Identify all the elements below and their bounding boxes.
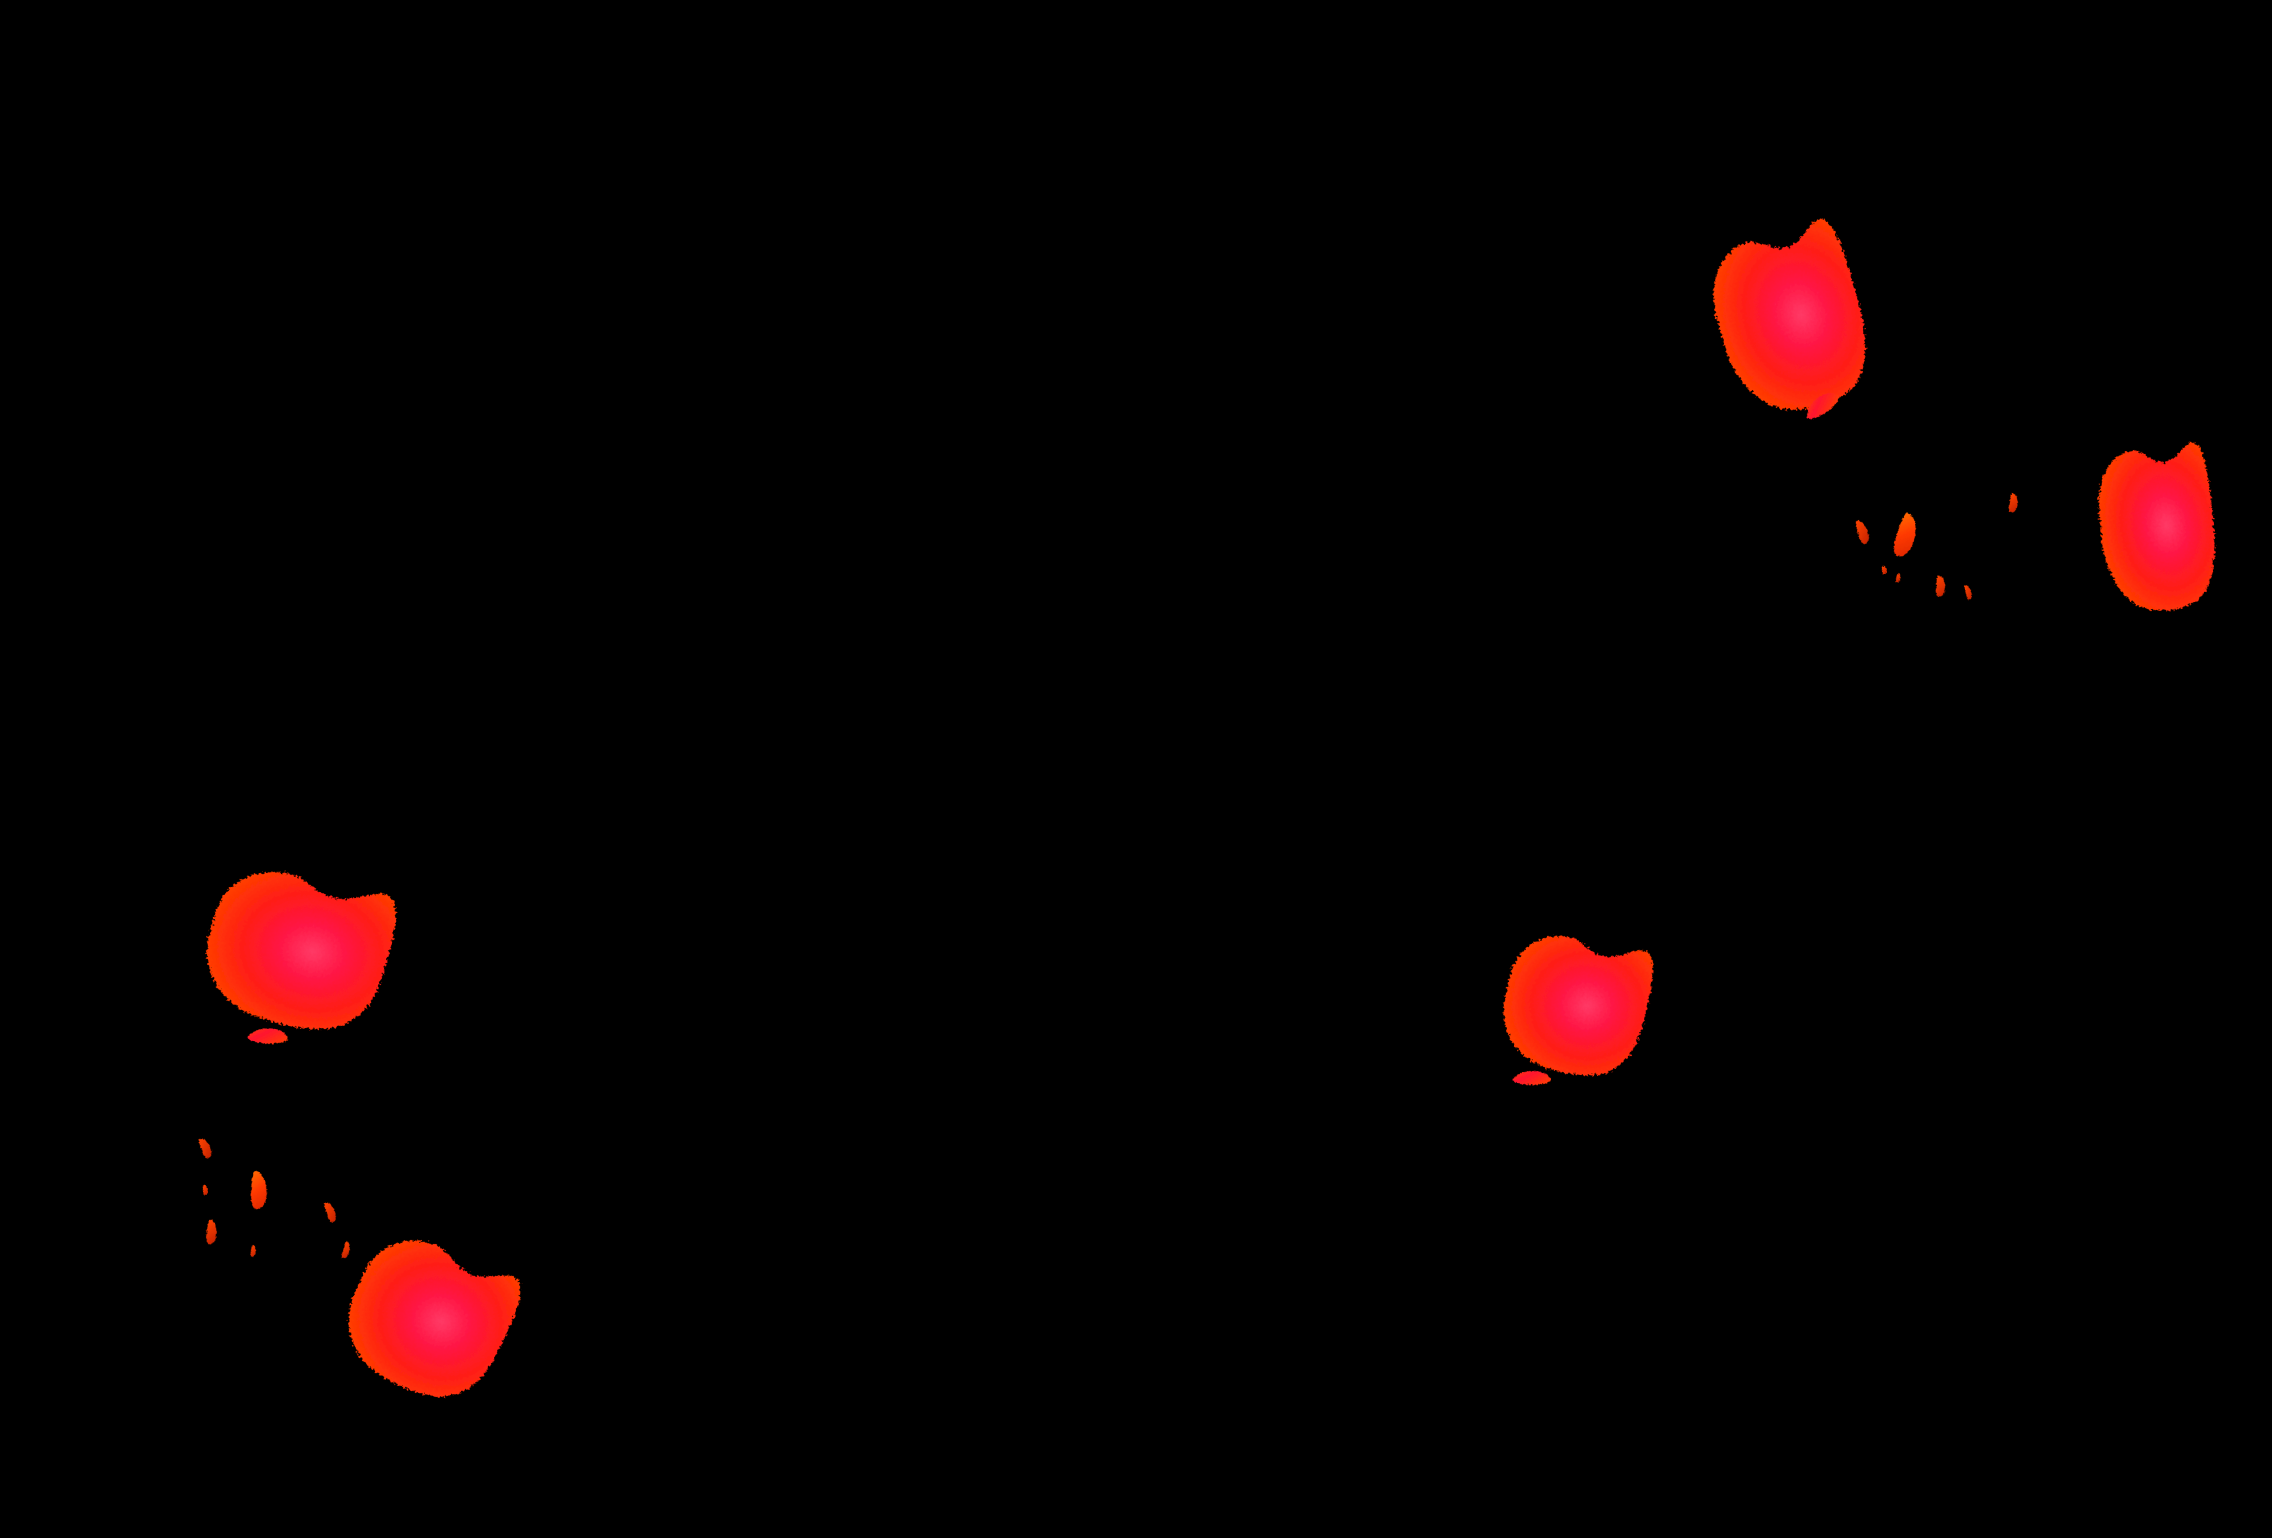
blob-4-body [1503,936,1654,1076]
cluster-left-fragment-6 [342,1241,350,1259]
mask-blob-far-right [2098,442,2215,611]
cluster-left-fragment-1 [198,1138,212,1159]
cluster-right-fragment-6 [1895,573,1901,583]
cluster-left-fragment-0 [251,1171,267,1210]
mask-blob-group [206,219,2215,1397]
cluster-left-fragment-3 [324,1202,336,1223]
cluster-right-fragment-0 [1893,512,1916,557]
blob-3-body [206,872,396,1030]
cluster-left-fragment-2 [206,1219,217,1245]
fragment-cluster-lower-left [198,1138,350,1259]
fragment-cluster-upper-right [1855,493,2018,600]
mask-blob-mid-left [206,872,396,1044]
mask-blob-top-right [1713,219,1866,419]
blob-1-body [1713,219,1866,410]
cluster-right-fragment-5 [1881,565,1887,575]
blob-3-tab [247,1028,288,1044]
blob-2-body [2098,442,2215,611]
cluster-right-fragment-2 [2008,493,2018,513]
mask-blob-center-right [1503,936,1654,1085]
blob-1-tab [1807,393,1840,419]
cluster-right-fragment-1 [1855,520,1869,545]
cluster-right-fragment-4 [1964,584,1972,600]
mask-blob-bottom-left [348,1240,521,1397]
cluster-left-fragment-4 [202,1184,208,1196]
mask-fragment-group [198,493,2018,1259]
cluster-right-fragment-3 [1935,575,1946,597]
blob-4-tab [1512,1071,1552,1085]
blob-5-body [348,1240,521,1397]
cluster-left-fragment-5 [250,1244,256,1258]
